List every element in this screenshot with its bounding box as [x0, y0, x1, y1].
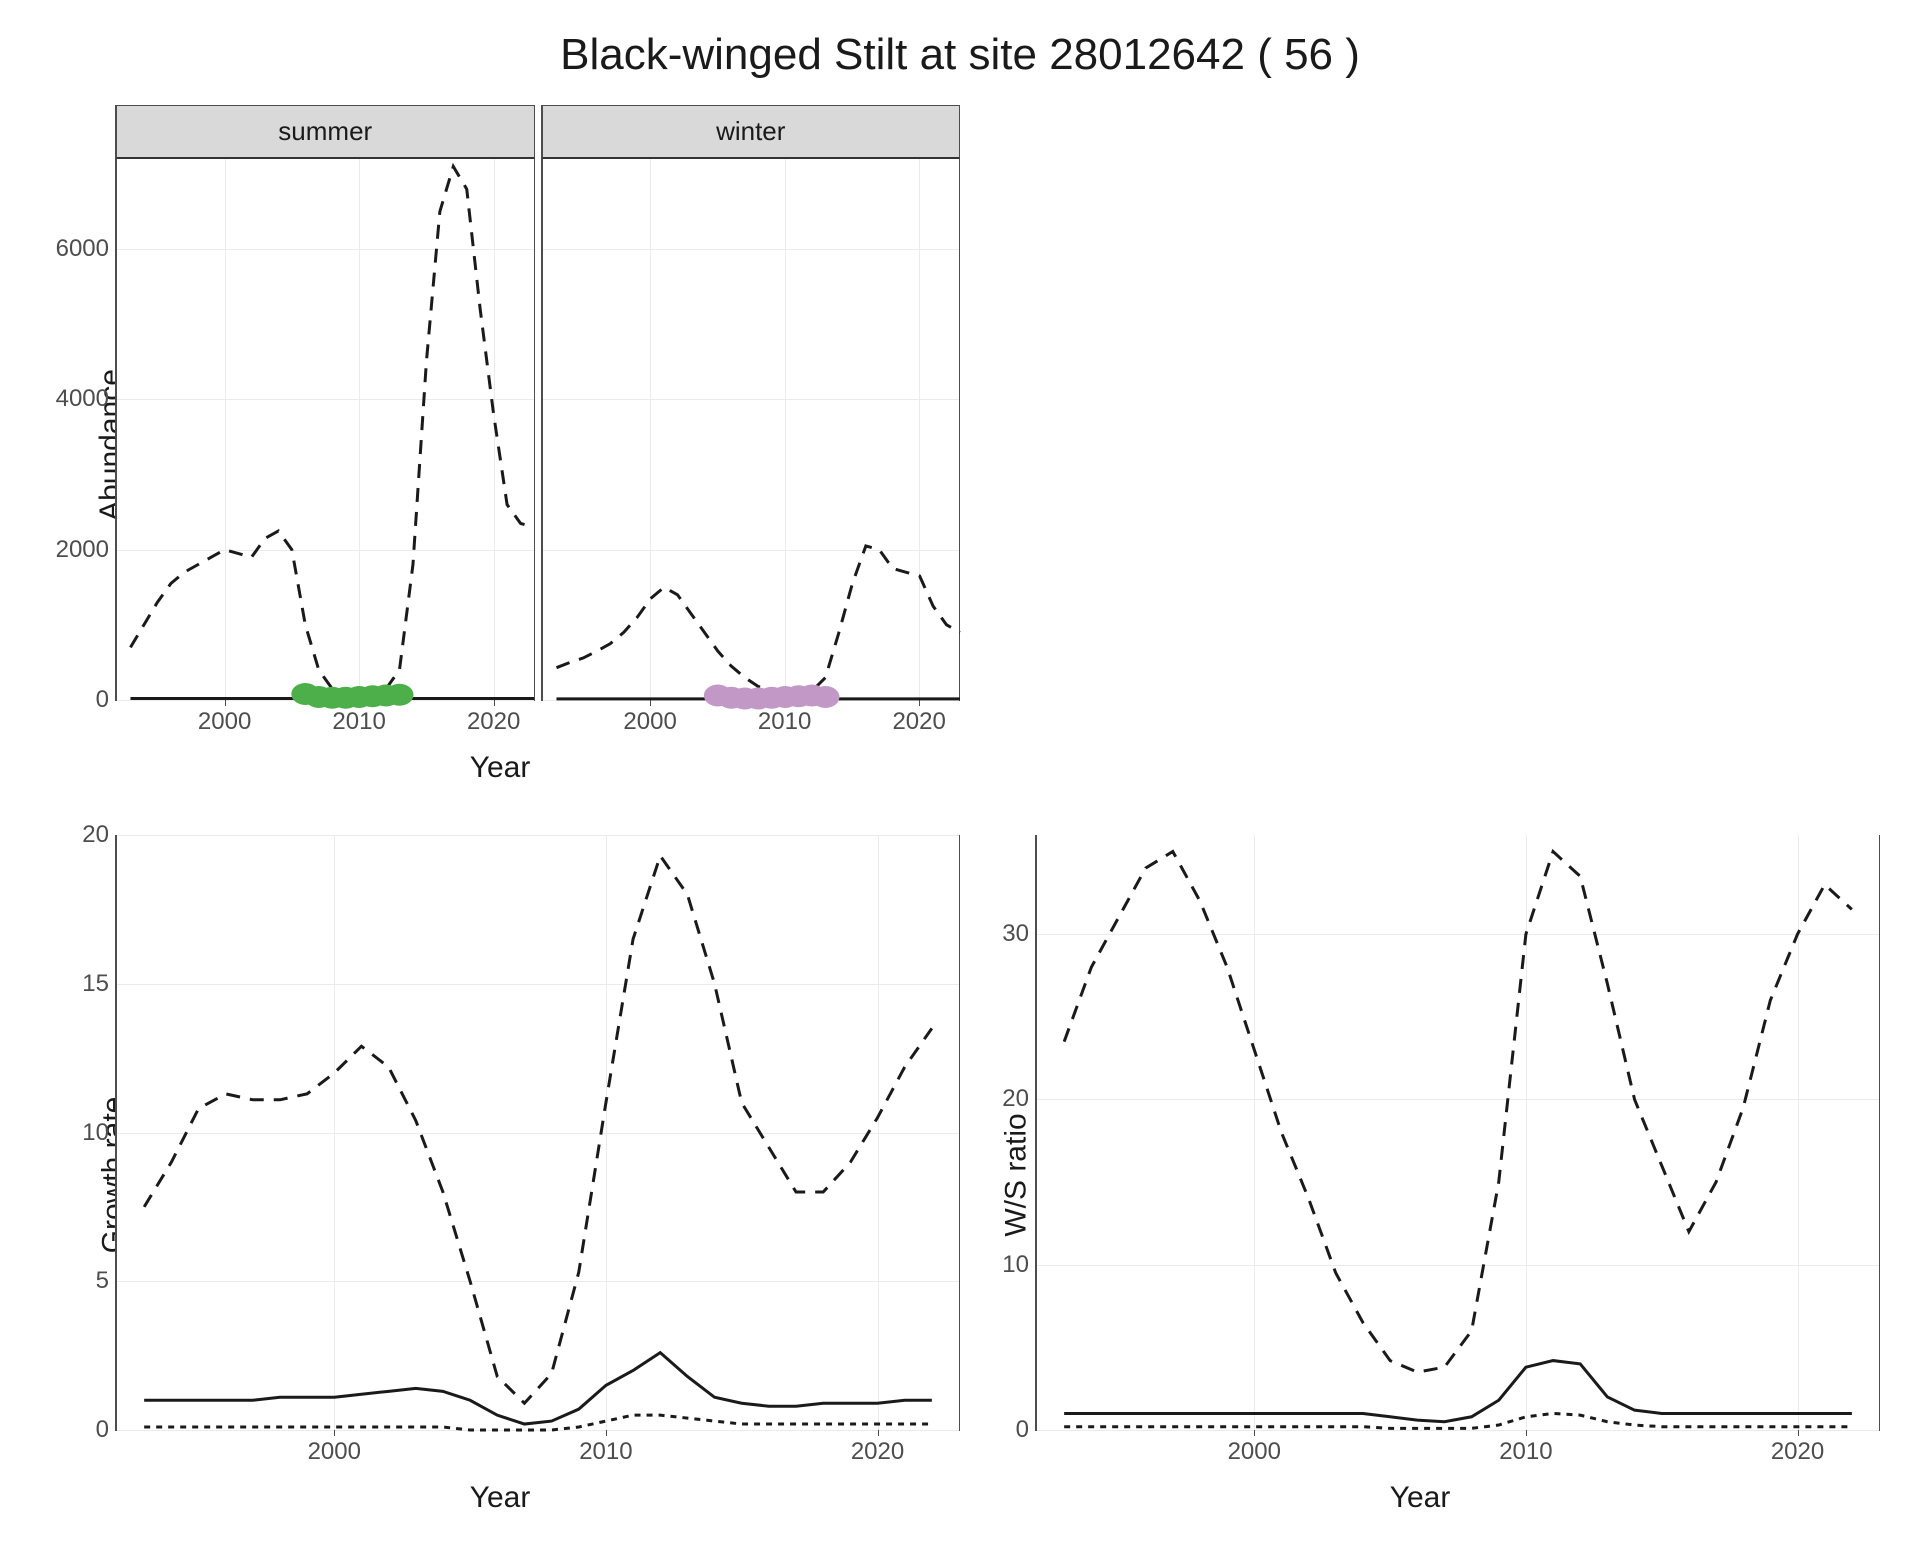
- growth-rate-panel: 0 5 10 15 20 2000 2010 2020: [115, 835, 960, 1431]
- abundance-row: Abundance summer 0 2000 4000 6000 2000 2010 20…: [40, 105, 1880, 785]
- x-tick-label: 2000: [1228, 1430, 1281, 1466]
- winter-plot-area[interactable]: 2000 2010 2020: [542, 159, 961, 701]
- ws-ratio-panel-wrap: 0 10 20 30 2000 2010 2020: [960, 835, 1880, 1431]
- data-svg: [117, 835, 959, 1430]
- data-svg: [1037, 835, 1879, 1430]
- summer-data-point[interactable]: [385, 684, 413, 706]
- ws-ratio-dashed_small: [1064, 1413, 1852, 1428]
- data-svg: [543, 159, 960, 700]
- x-tick-label: 2000: [623, 700, 676, 736]
- ws-ratio-ylabel: W/S ratio: [1000, 1113, 1034, 1236]
- chart-title: Black-winged Stilt at site 28012642 ( 56…: [40, 30, 1880, 80]
- winter-facet-label: winter: [542, 105, 961, 159]
- abundance-xlabel: Year: [40, 751, 960, 785]
- y-tick-label: 0: [96, 1416, 117, 1444]
- ws-ratio-xlabel: Year: [960, 1481, 1880, 1515]
- y-tick-label: 4000: [56, 385, 117, 413]
- x-tick-label: 2000: [308, 1430, 361, 1466]
- y-tick-label: 10: [82, 1119, 117, 1147]
- y-tick-label: 0: [1016, 1416, 1037, 1444]
- winter-data-point[interactable]: [811, 686, 839, 708]
- ws-ratio-chart-block: W/S ratio 0 10 20 30 2000 2010 2020 Year: [960, 835, 1880, 1515]
- ws-ratio-solid_main: [1064, 1361, 1852, 1422]
- chart-page: Black-winged Stilt at site 28012642 ( 56…: [0, 0, 1920, 1560]
- winter-abundance-trend-line: [556, 546, 960, 694]
- y-tick-label: 6000: [56, 235, 117, 263]
- x-tick-label: 2010: [579, 1430, 632, 1466]
- growth-rate-plot-area[interactable]: 0 5 10 15 20 2000 2010 2020: [116, 835, 960, 1431]
- y-tick-label: 2000: [56, 536, 117, 564]
- summer-abundance-trend-line: [130, 167, 534, 696]
- x-tick-label: 2010: [1499, 1430, 1552, 1466]
- x-tick-label: 2000: [198, 700, 251, 736]
- summer-panel: summer 0 2000 4000 6000 2000 2010 2020: [115, 105, 535, 701]
- y-tick-label: 30: [1002, 920, 1037, 948]
- growth-rate-dashed_main: [144, 856, 932, 1403]
- growth-rate-solid_main: [144, 1353, 932, 1424]
- growth-rate-chart-block: Growth rate 0 5 10 15 20 2000 2010 2020 Year: [40, 835, 960, 1515]
- y-tick-label: 10: [1002, 1251, 1037, 1279]
- y-gridline: [1037, 1430, 1879, 1431]
- rate-ratio-row: Growth rate 0 5 10 15 20 2000 2010 2020 Year W/…: [40, 835, 1880, 1515]
- growth-rate-panel-wrap: 0 5 10 15 20 2000 2010 2020: [40, 835, 960, 1431]
- y-gridline: [117, 1430, 959, 1431]
- ws-ratio-dashed_main: [1064, 852, 1852, 1373]
- y-tick-label: 15: [82, 970, 117, 998]
- growth-rate-xlabel: Year: [40, 1481, 960, 1515]
- ws-ratio-panel: 0 10 20 30 2000 2010 2020: [1035, 835, 1880, 1431]
- summer-facet-label: summer: [116, 105, 535, 159]
- y-tick-label: 20: [82, 821, 117, 849]
- x-tick-label: 2020: [851, 1430, 904, 1466]
- y-tick-label: 0: [96, 686, 117, 714]
- abundance-panel-wrap: summer 0 2000 4000 6000 2000 2010 2020 winter …: [40, 105, 960, 701]
- x-tick-label: 2020: [892, 700, 945, 736]
- ws-ratio-plot-area[interactable]: 0 10 20 30 2000 2010 2020: [1036, 835, 1880, 1431]
- x-tick-label: 2020: [467, 700, 520, 736]
- summer-plot-area[interactable]: 0 2000 4000 6000 2000 2010 2020: [116, 159, 535, 701]
- x-tick-label: 2020: [1771, 1430, 1824, 1466]
- winter-panel: winter 2000 2010 2020: [541, 105, 961, 701]
- y-tick-label: 20: [1002, 1085, 1037, 1113]
- y-tick-label: 5: [96, 1267, 117, 1295]
- data-svg: [117, 159, 534, 700]
- abundance-chart-block: Abundance summer 0 2000 4000 6000 2000 2010 20…: [40, 105, 960, 785]
